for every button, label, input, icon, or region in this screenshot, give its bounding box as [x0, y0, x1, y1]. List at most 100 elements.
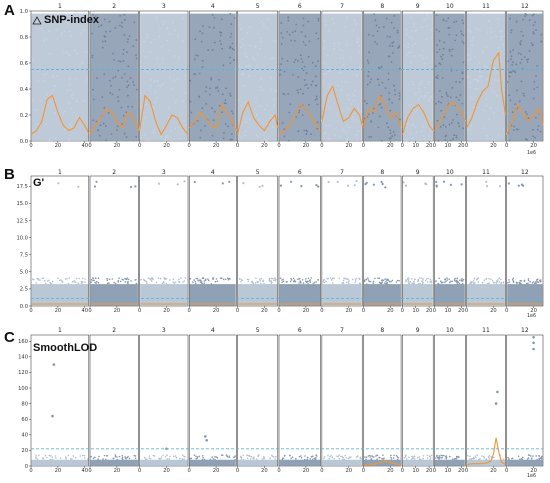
- scatter-point: [184, 74, 187, 77]
- scatter-point: [293, 280, 296, 283]
- scatter-point: [390, 456, 392, 459]
- scatter-point: [381, 182, 384, 186]
- scatter-point: [412, 457, 414, 460]
- scatter-point: [198, 279, 200, 282]
- scatter-point: [540, 457, 542, 460]
- scatter-point: [422, 135, 425, 137]
- scatter-point: [461, 278, 463, 280]
- scatter-point: [69, 123, 71, 126]
- scatter-point: [165, 277, 168, 280]
- scatter-point: [298, 282, 300, 284]
- scatter-point: [427, 83, 430, 86]
- scatter-point: [41, 277, 44, 280]
- scatter-point: [333, 48, 335, 50]
- scatter-point: [300, 57, 303, 60]
- scatter-point: [492, 281, 495, 284]
- scatter-point: [522, 18, 524, 21]
- scatter-point: [234, 458, 236, 461]
- y-tick-label: 7.5: [20, 252, 28, 258]
- scatter-point: [263, 137, 266, 140]
- scatter-point: [315, 95, 318, 98]
- scatter-point: [329, 455, 331, 458]
- scatter-point: [520, 53, 522, 56]
- x-tick-label: 20: [426, 143, 433, 149]
- x-tick-label: 20: [261, 468, 268, 474]
- scatter-point: [85, 50, 87, 53]
- scatter-point: [520, 280, 523, 282]
- scatter-point: [177, 56, 180, 59]
- scatter-point: [259, 48, 262, 50]
- scatter-point: [296, 89, 299, 92]
- scatter-point: [327, 70, 330, 73]
- scatter-point: [519, 62, 522, 64]
- scatter-point: [97, 129, 99, 132]
- scatter-point: [535, 29, 537, 31]
- x-tick-label: 0: [138, 143, 141, 149]
- scatter-point: [511, 111, 514, 114]
- scatter-point: [396, 31, 399, 34]
- scatter-point: [259, 282, 262, 285]
- scatter-point: [441, 58, 444, 61]
- scatter-point: [211, 135, 214, 137]
- scatter-point: [351, 278, 354, 281]
- scatter-point: [314, 75, 317, 78]
- scatter-point: [405, 28, 408, 31]
- x-tick-label: 0: [505, 143, 508, 149]
- scatter-point: [502, 43, 505, 46]
- scatter-point: [428, 81, 431, 84]
- scatter-point: [386, 35, 389, 38]
- scatter-point: [240, 104, 243, 107]
- scatter-point: [533, 88, 535, 90]
- scatter-point: [36, 123, 39, 126]
- chromosome-3: 30 20: [138, 3, 189, 149]
- scatter-point: [469, 30, 472, 33]
- chromosome-9: 90 10 20: [401, 3, 434, 149]
- scatter-point: [393, 454, 395, 457]
- scatter-point: [315, 184, 318, 187]
- scatter-point: [460, 279, 463, 282]
- y-tick-label: 1.0: [20, 9, 28, 15]
- scatter-point: [249, 455, 251, 458]
- scatter-point: [317, 17, 320, 20]
- scatter-point: [229, 92, 232, 95]
- scatter-point: [70, 107, 72, 110]
- scatter-point: [310, 133, 313, 136]
- x-tick-label: 10: [412, 468, 419, 474]
- scatter-point: [90, 281, 92, 284]
- scatter-point: [36, 277, 38, 280]
- scatter-point: [316, 103, 319, 106]
- scatter-point: [305, 83, 308, 86]
- scatter-point: [255, 114, 258, 117]
- scatter-point: [495, 280, 498, 282]
- scatter-point: [114, 454, 117, 456]
- scatter-point: [435, 280, 437, 283]
- trend-line: [466, 51, 507, 129]
- scatter-point: [300, 457, 303, 459]
- scatter-point: [101, 96, 104, 98]
- scatter-point: [274, 455, 277, 458]
- scatter-point: [306, 130, 308, 133]
- scatter-point: [425, 91, 428, 94]
- scatter-point: [230, 32, 233, 35]
- x-tick-label: 20: [114, 468, 121, 474]
- scatter-point: [384, 87, 387, 89]
- scatter-point: [520, 40, 523, 42]
- x-tick-label: 0: [401, 468, 404, 474]
- scatter-point: [159, 85, 162, 88]
- scatter-point: [103, 35, 106, 38]
- trend-line: [89, 107, 139, 135]
- scatter-point: [388, 98, 390, 100]
- scatter-point: [486, 66, 488, 68]
- scatter-point: [238, 65, 241, 68]
- scatter-point: [527, 278, 530, 280]
- scatter-point: [376, 30, 379, 32]
- scatter-point: [411, 81, 414, 83]
- scatter-point: [359, 110, 361, 113]
- scatter-point: [341, 49, 344, 52]
- scatter-point: [306, 458, 309, 461]
- chromosome-12: 120 20: [505, 169, 544, 314]
- scatter-point: [121, 76, 123, 79]
- scatter-point: [507, 282, 509, 284]
- scatter-point: [500, 278, 502, 281]
- scatter-point: [429, 278, 432, 281]
